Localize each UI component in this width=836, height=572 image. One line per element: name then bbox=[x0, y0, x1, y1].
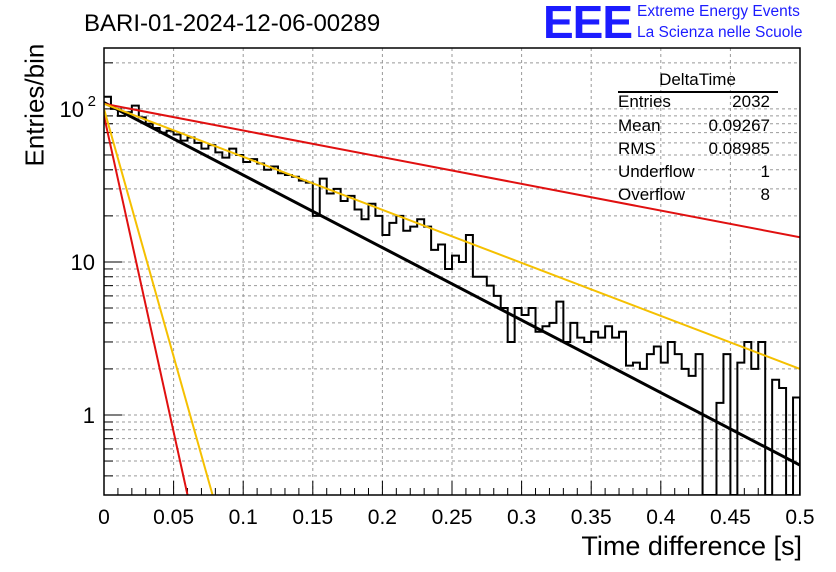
y-tick-exponent: 2 bbox=[88, 93, 96, 110]
stats-value: 0.09267 bbox=[708, 116, 770, 135]
y-tick-label: 1 bbox=[83, 403, 95, 428]
stats-key: Mean bbox=[618, 116, 661, 135]
x-tick-label: 0.35 bbox=[571, 506, 612, 529]
logo-line-2: La Scienza nelle Scuole bbox=[637, 24, 803, 41]
plot-frame bbox=[103, 47, 801, 496]
curve-yellow-slow bbox=[104, 102, 800, 370]
x-tick-label: 0.25 bbox=[432, 506, 473, 529]
logo-line-1: Extreme Energy Events bbox=[637, 3, 800, 20]
curve-red-steep bbox=[104, 115, 189, 495]
x-tick-label: 0.15 bbox=[292, 506, 333, 529]
curve-yellow-steep bbox=[104, 108, 214, 495]
stats-key: Entries bbox=[618, 92, 671, 111]
plot-title: BARI-01-2024-12-06-00289 bbox=[84, 10, 381, 37]
x-axis-title: Time difference [s] bbox=[581, 531, 802, 561]
x-tick-label: 0.2 bbox=[368, 506, 397, 529]
stats-key: RMS bbox=[618, 139, 656, 158]
x-tick-label: 0.3 bbox=[507, 506, 536, 529]
x-tick-label: 0 bbox=[98, 506, 110, 529]
x-tick-label: 0.4 bbox=[646, 506, 676, 529]
eee-logo: EEE bbox=[543, 0, 633, 48]
stats-title: DeltaTime bbox=[659, 70, 736, 89]
stats-value: 2032 bbox=[732, 92, 770, 111]
x-tick-label: 0.45 bbox=[710, 506, 751, 529]
stats-key: Overflow bbox=[618, 185, 686, 204]
curve-fit-black bbox=[104, 101, 800, 467]
stats-box: DeltaTime Entries 2032 Mean 0.09267 RMS … bbox=[617, 70, 778, 212]
x-tick-label: 0.05 bbox=[153, 506, 194, 529]
curve-red-slow bbox=[104, 102, 800, 239]
x-tick-label: 0.1 bbox=[229, 506, 258, 529]
stats-key: Underflow bbox=[618, 162, 695, 181]
stats-value: 1 bbox=[760, 162, 770, 181]
y-tick-label: 10 bbox=[60, 97, 84, 122]
x-tick-label: 0.5 bbox=[785, 506, 814, 529]
stats-value: 8 bbox=[760, 185, 770, 204]
stats-value: 0.08985 bbox=[708, 139, 770, 158]
stats-divider bbox=[618, 91, 778, 93]
y-axis-title: Entries/bin bbox=[19, 43, 50, 167]
y-tick-label: 10 bbox=[71, 250, 95, 275]
